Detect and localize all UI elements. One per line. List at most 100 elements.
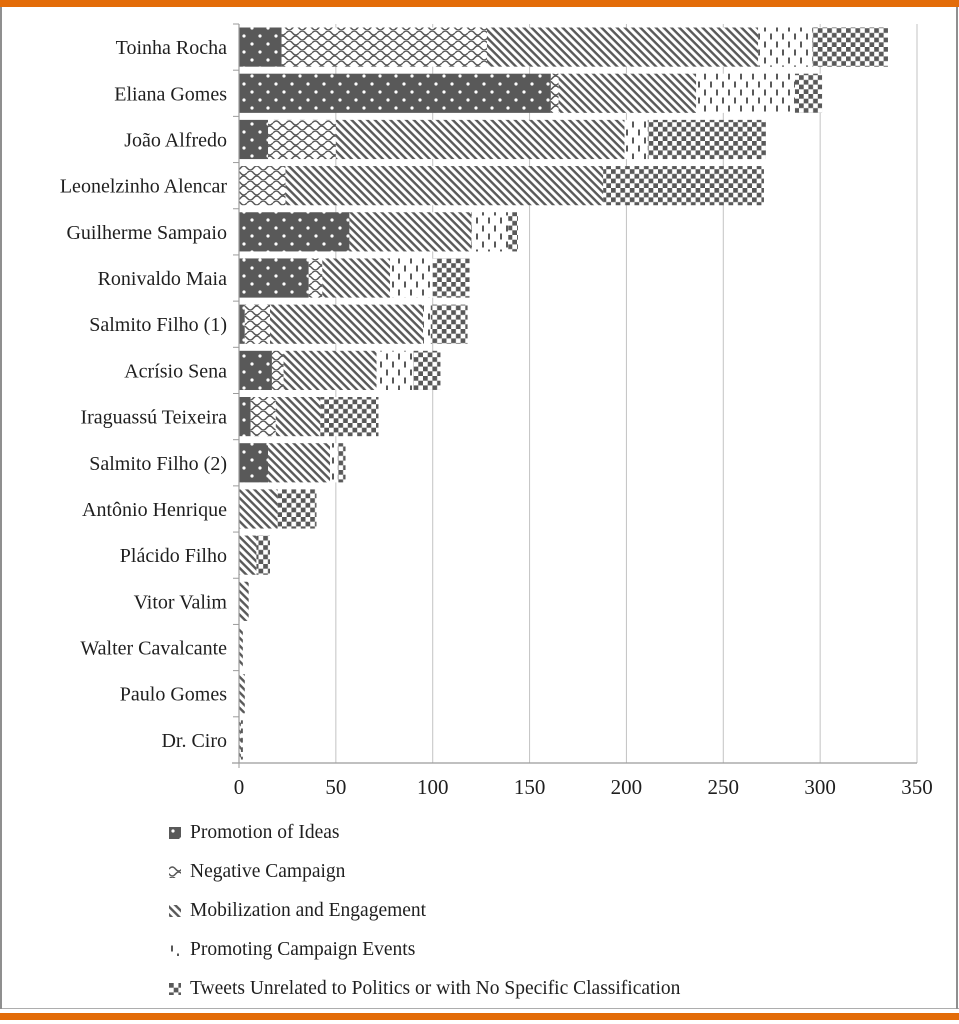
legend-label: Negative Campaign — [190, 861, 346, 882]
bar-segment — [275, 397, 321, 437]
x-tick-label-150: 150 — [514, 775, 546, 799]
bar-segment — [239, 535, 257, 575]
bar-segment — [239, 489, 278, 529]
bar-segment — [471, 212, 509, 252]
bar-segment — [271, 350, 284, 390]
diagonal-pattern-swatch-icon — [169, 905, 181, 917]
category-label: Acrísio Sena — [124, 360, 227, 382]
x-tick-label-0: 0 — [234, 775, 245, 799]
category-label: Ronivaldo Maia — [98, 268, 228, 290]
category-label: João Alfredo — [124, 129, 227, 151]
bar-segment — [349, 212, 472, 252]
dots-pattern-swatch-icon — [169, 827, 181, 839]
bar-segment — [250, 397, 276, 437]
bars — [239, 27, 888, 760]
bar-segment — [308, 258, 323, 298]
bar-segment — [794, 73, 823, 113]
bar-segment — [508, 212, 518, 252]
bar-segment — [239, 397, 251, 437]
bar-segment — [240, 720, 243, 760]
bar-segment — [239, 166, 286, 206]
bar-segment — [335, 119, 625, 160]
category-label: Antônio Henrique — [82, 499, 227, 521]
waves-pattern-swatch-icon — [169, 866, 181, 878]
bar-segment — [758, 27, 813, 67]
bar-segment — [376, 350, 414, 390]
category-label: Walter Cavalcante — [80, 638, 227, 660]
bar-segment — [268, 119, 336, 160]
bar-segment — [558, 73, 697, 113]
category-label: Paulo Gomes — [120, 684, 227, 706]
category-label: Salmito Filho (2) — [89, 453, 227, 475]
bar-segment — [239, 212, 350, 252]
bar-segment — [239, 720, 241, 760]
bar-segment — [239, 627, 243, 668]
bar-segment — [430, 304, 468, 344]
bottom-hairline — [0, 1008, 959, 1009]
x-tick-label-350: 350 — [901, 775, 933, 799]
bar-segment — [603, 166, 764, 206]
x-tick-label-50: 50 — [325, 775, 346, 799]
bar-segment — [256, 535, 270, 575]
bar-segment — [390, 258, 433, 298]
category-label: Vitor Valim — [134, 591, 228, 613]
bar-segment — [239, 27, 282, 67]
bar-segment — [239, 258, 309, 298]
category-label: Salmito Filho (1) — [89, 314, 227, 336]
page-bottom-border — [0, 1013, 959, 1020]
x-tick-label-100: 100 — [417, 775, 449, 799]
legend-item-promotion-of-ideas: Promotion of Ideas — [169, 821, 680, 845]
legend-item-promoting-campaign-events: Promoting Campaign Events — [169, 938, 680, 962]
bar-segment — [330, 443, 338, 483]
category-label: Plácido Filho — [120, 545, 227, 567]
bar-segment — [239, 674, 245, 714]
legend-item-tweets-unrelated: Tweets Unrelated to Politics or with No … — [169, 977, 680, 1001]
bar-segment — [239, 350, 272, 390]
category-label: Iraguassú Teixeira — [80, 407, 227, 429]
axes — [232, 23, 917, 768]
category-label: Toinha Rocha — [116, 37, 227, 59]
bar-segment — [696, 73, 795, 113]
bar-segment — [550, 73, 559, 113]
bar-segment — [281, 27, 487, 67]
bar-segment — [432, 258, 470, 298]
bar-segment — [239, 119, 269, 160]
bar-segment — [277, 489, 317, 529]
chart-canvas: Toinha Rocha Eliana Gomes João Alfredo Leon… — [60, 23, 933, 799]
legend-item-mobilization-engagement: Mobilization and Engagement — [169, 899, 680, 923]
bar-segment — [413, 350, 441, 390]
legend-label: Mobilization and Engagement — [190, 900, 427, 921]
bar-segment — [239, 73, 551, 113]
legend-label: Tweets Unrelated to Politics or with No … — [190, 978, 681, 999]
bar-segment — [239, 581, 249, 621]
bar-segment — [423, 304, 431, 344]
bar-segment — [239, 443, 269, 483]
axis-labels: Toinha Rocha Eliana Gomes João Alfredo Leon… — [60, 37, 933, 799]
chart-legend: Promotion of Ideas Negative Campaign Mob… — [169, 821, 680, 1001]
bar-segment — [244, 304, 270, 344]
bar-segment — [320, 397, 379, 437]
page-right-edge — [956, 7, 958, 1009]
bar-segment — [647, 119, 766, 160]
bar-segment — [624, 119, 648, 160]
bar-segment — [239, 304, 245, 344]
category-label: Guilherme Sampaio — [66, 222, 227, 244]
category-label: Eliana Gomes — [114, 83, 227, 105]
bar-segment — [285, 166, 604, 206]
legend-label: Promoting Campaign Events — [190, 939, 416, 960]
bar-segment — [322, 258, 391, 298]
bar-segment — [283, 350, 377, 390]
legend-label: Promotion of Ideas — [190, 822, 340, 843]
category-label: Leonelzinho Alencar — [60, 176, 227, 198]
x-tick-label-250: 250 — [708, 775, 740, 799]
bar-segment — [337, 443, 346, 483]
bar-segment — [812, 27, 888, 67]
x-tick-label-300: 300 — [804, 775, 836, 799]
page-left-edge — [0, 7, 2, 1009]
category-label: Dr. Ciro — [161, 730, 227, 752]
dashes-pattern-swatch-icon — [169, 944, 181, 956]
bar-segment — [486, 27, 759, 67]
checker-pattern-swatch-icon — [169, 983, 181, 995]
x-tick-label-200: 200 — [611, 775, 643, 799]
